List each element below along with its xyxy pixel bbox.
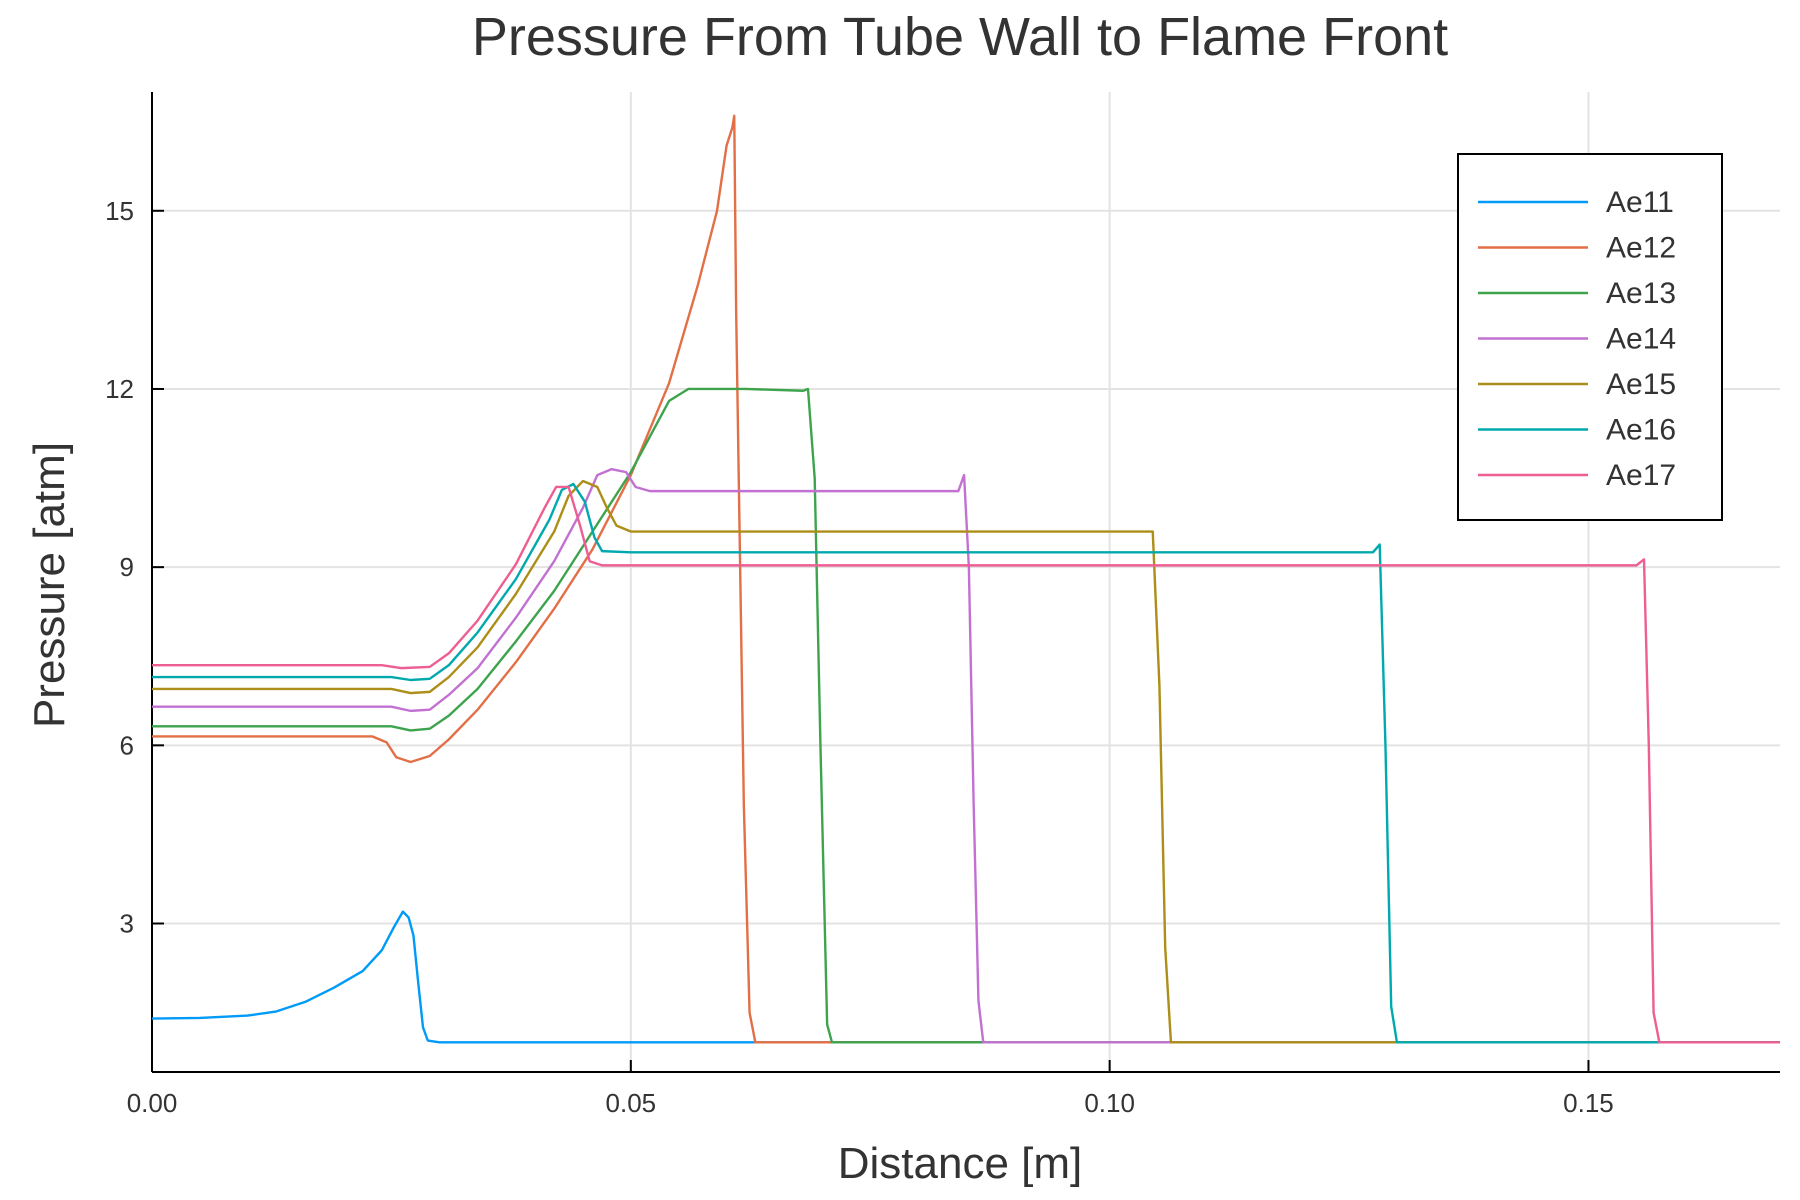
y-tick-label: 3 [120, 909, 134, 939]
x-tick-label: 0.10 [1084, 1088, 1135, 1118]
series-line-ae16 [152, 482, 1780, 1044]
legend-label-ae15: Ae15 [1606, 368, 1676, 401]
legend-label-ae16: Ae16 [1606, 414, 1676, 447]
series-line-ae15 [152, 479, 1780, 1044]
legend-label-ae13: Ae13 [1606, 277, 1676, 310]
y-tick-label: 9 [120, 552, 134, 582]
y-tick-label: 15 [105, 196, 134, 226]
y-tick-label: 12 [105, 374, 134, 404]
series-line-ae13 [152, 387, 1780, 1044]
series-line-ae11 [151, 910, 1780, 1044]
y-axis-label: Pressure [atm] [25, 442, 74, 728]
legend-label-ae11: Ae11 [1606, 186, 1674, 219]
chart-title: Pressure From Tube Wall to Flame Front [472, 7, 1448, 67]
legend-label-ae17: Ae17 [1606, 459, 1676, 492]
axes [151, 92, 1780, 1073]
legend-label-ae12: Ae12 [1606, 232, 1676, 265]
y-tick-label: 6 [120, 730, 134, 760]
ticks: 0.00 0.05 0.10 0.15 3 6 9 12 15 [105, 196, 1614, 1118]
x-axis-label: Distance [m] [838, 1139, 1083, 1188]
x-tick-label: 0.05 [606, 1088, 657, 1118]
legend-label-ae14: Ae14 [1606, 323, 1676, 356]
x-tick-label: 0.00 [127, 1088, 178, 1118]
series [151, 114, 1780, 1044]
series-line-ae12 [152, 114, 1780, 1044]
series-line-ae17 [152, 485, 1780, 1044]
x-tick-label: 0.15 [1563, 1088, 1614, 1118]
series-line-ae14 [152, 467, 1780, 1044]
legend: Ae11 Ae12 Ae13 Ae14 Ae15 Ae16 Ae17 [1457, 153, 1723, 521]
legend-box [1457, 153, 1723, 521]
